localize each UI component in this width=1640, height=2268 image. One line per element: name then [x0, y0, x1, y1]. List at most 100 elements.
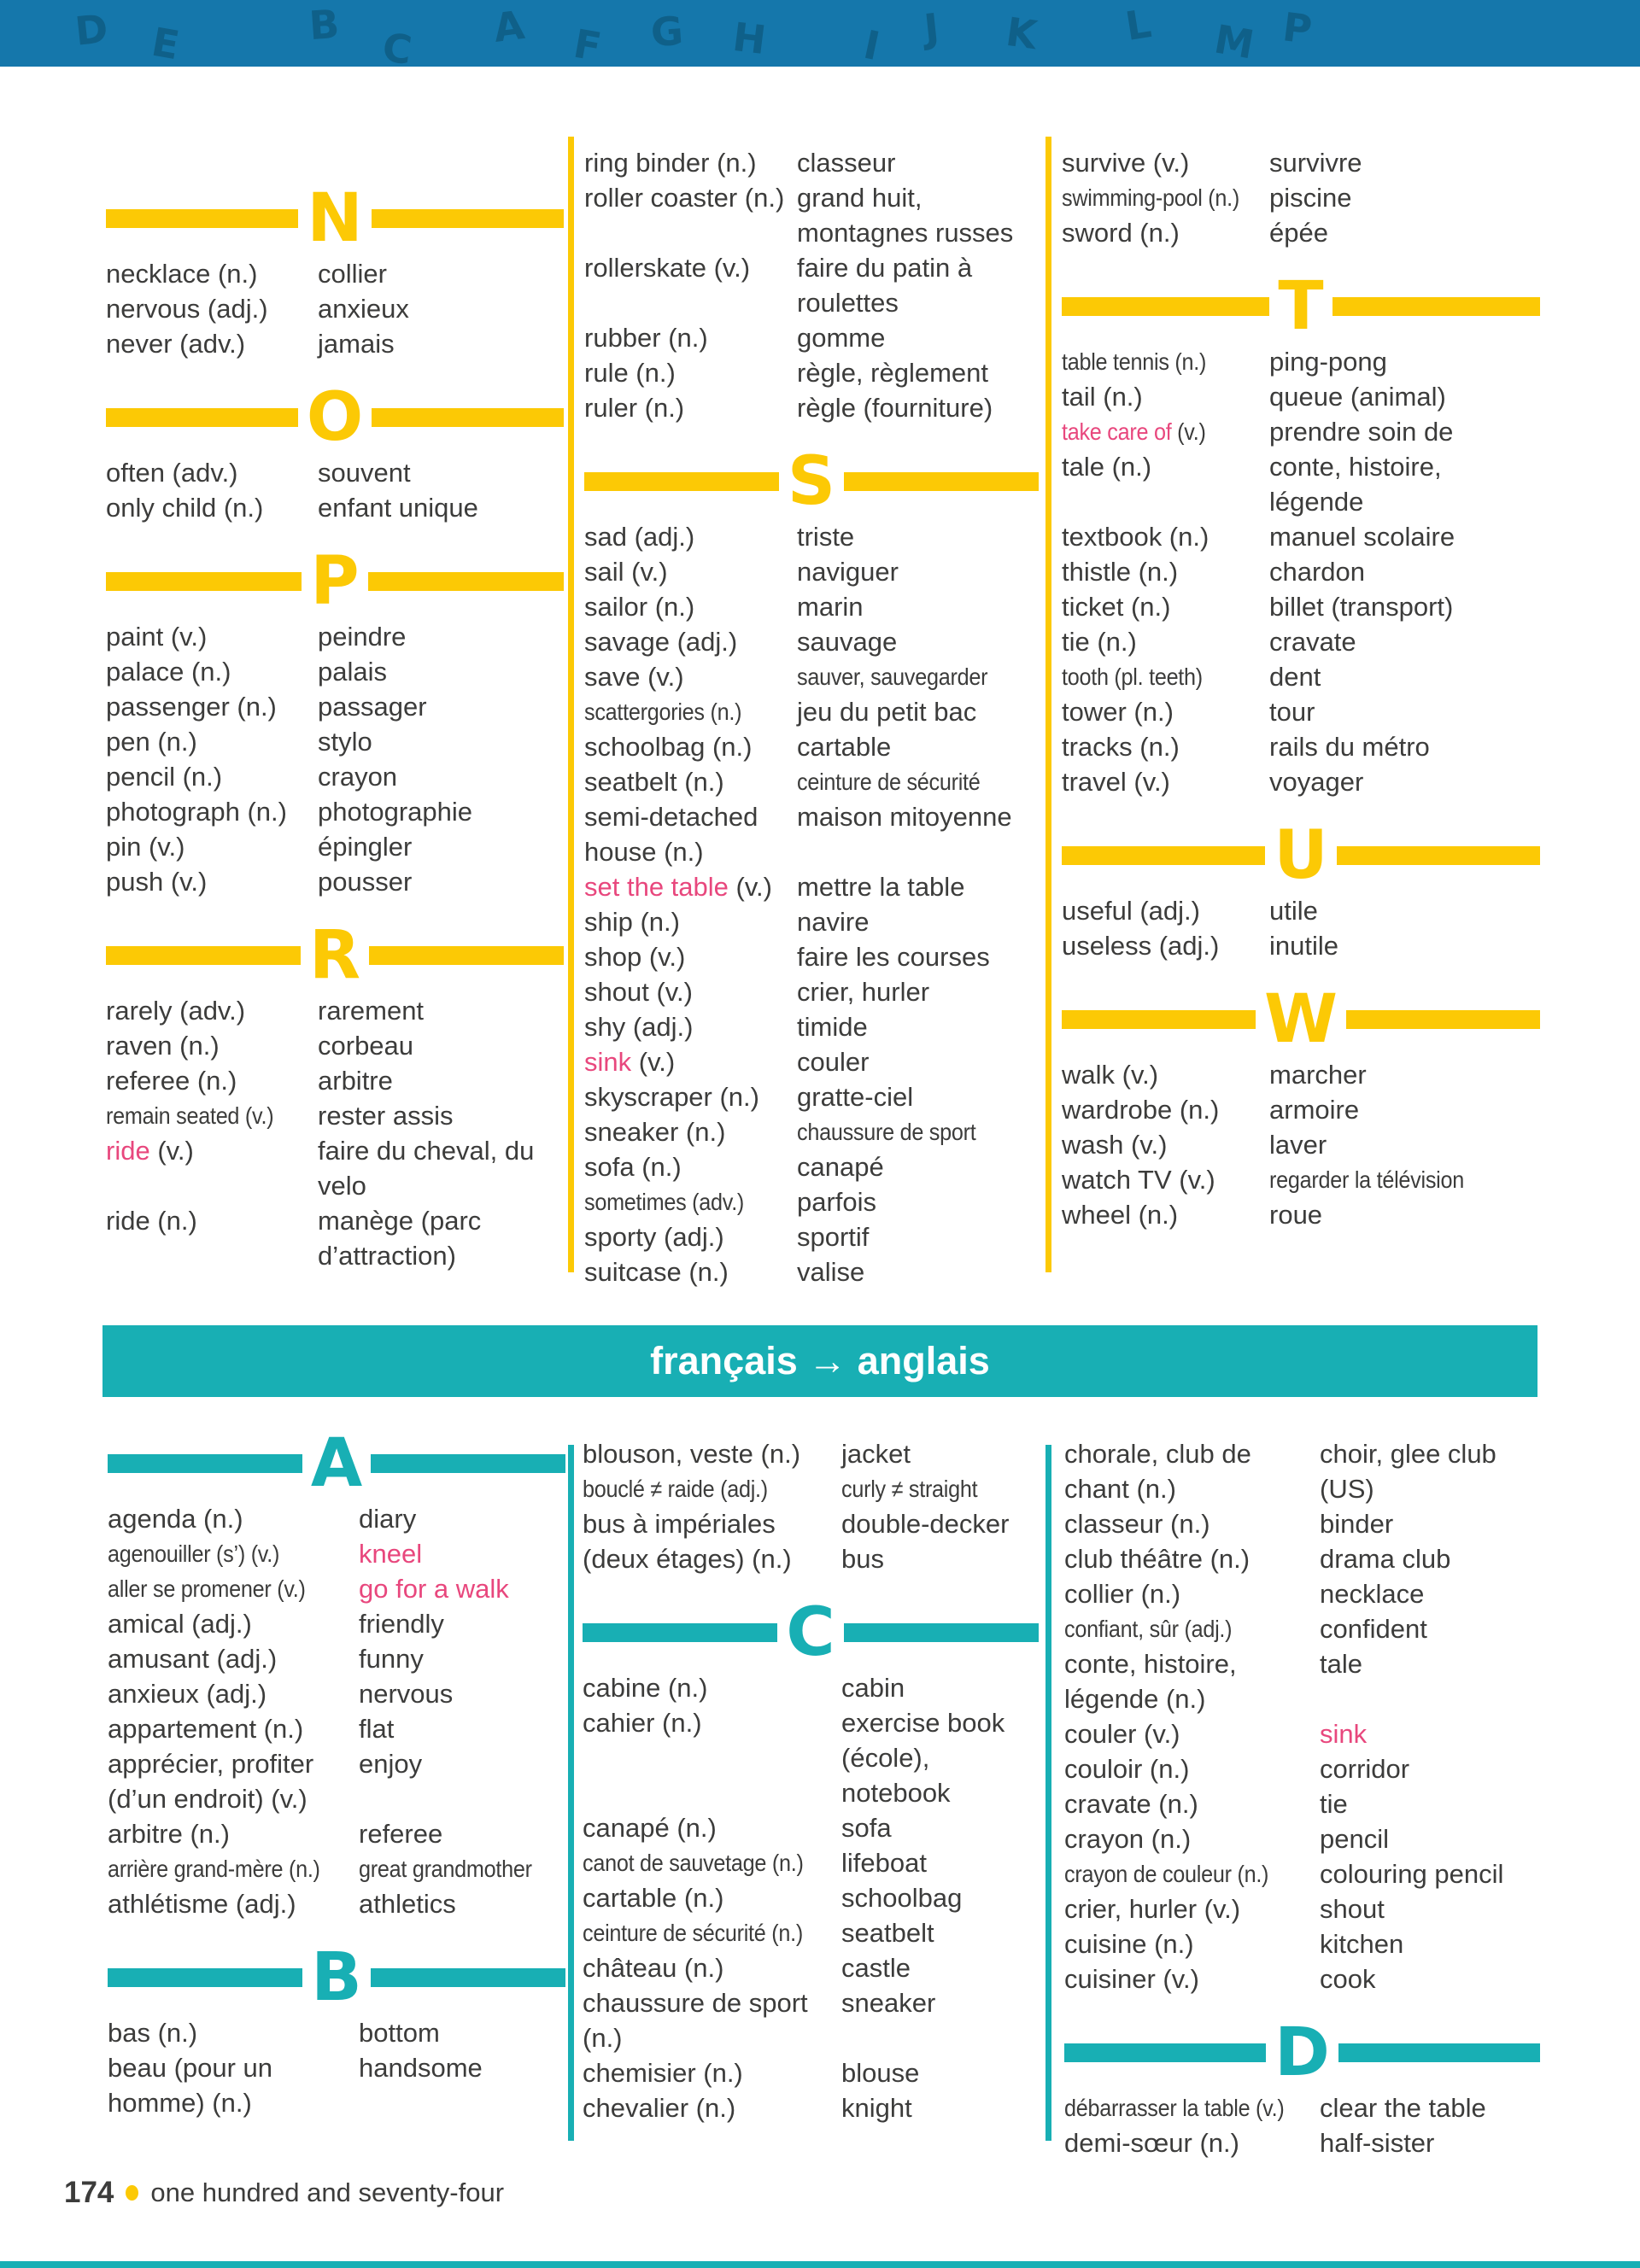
translation-cell: conte, histoire, légende	[1269, 452, 1442, 517]
term-cell: rule (n.)	[584, 358, 676, 388]
vocab-row: save (v.) sauver, sauvegarder	[584, 659, 1039, 694]
vocab-row: athlétisme (adj.) athletics	[108, 1886, 565, 1921]
vocab-row: wheel (n.) roue	[1062, 1197, 1540, 1232]
translation-cell: nervous	[359, 1679, 454, 1709]
term-cell: sneaker (n.)	[584, 1117, 726, 1147]
section-letter: O	[306, 379, 364, 456]
vocab-row: confiant, sûr (adj.) confident	[1064, 1611, 1540, 1646]
term-cell: take care of (v.)	[1062, 418, 1206, 445]
vocab-row: swimming-pool (n.) piscine	[1062, 180, 1540, 215]
section-bar	[108, 1454, 302, 1473]
term-cell: raven (n.)	[106, 1031, 220, 1061]
section-letter: T	[1278, 268, 1324, 345]
term-cell: rollerskate (v.)	[584, 253, 751, 283]
vocab-row: raven (n.) corbeau	[106, 1028, 564, 1063]
highlighted-word: take care of	[1062, 418, 1172, 445]
term-cell: tooth (pl. teeth)	[1062, 663, 1203, 690]
term-cell: tale (n.)	[1062, 452, 1152, 482]
translation-cell: couler	[797, 1047, 870, 1077]
translation-cell: collier	[318, 259, 387, 289]
section-bar	[367, 572, 565, 591]
vocab-row: canot de sauvetage (n.) lifeboat	[583, 1845, 1039, 1880]
translation-cell: ceinture de sécurité	[797, 769, 981, 795]
translation-cell: enfant unique	[318, 493, 478, 523]
term-cell: chevalier (n.)	[583, 2093, 736, 2123]
translation-cell: sofa	[841, 1813, 892, 1843]
translation-cell: voyager	[1269, 767, 1364, 797]
translation-cell: stylo	[318, 727, 372, 757]
bottom-edge-strip	[0, 2261, 1640, 2268]
vocab-row: amusant (adj.) funny	[108, 1641, 565, 1676]
term-cell: thistle (n.)	[1062, 557, 1179, 587]
vocab-row: passenger (n.) passager	[106, 689, 564, 724]
vocab-row: useless (adj.) inutile	[1062, 928, 1540, 963]
vocab-row: sometimes (adv.) parfois	[584, 1184, 1039, 1219]
term-cell: shout (v.)	[584, 977, 693, 1007]
translation-cell: faire les courses	[797, 942, 990, 972]
vocab-row: demi-sœur (n.) half-sister	[1064, 2125, 1540, 2160]
section-letter: U	[1274, 817, 1328, 894]
vocab-row: schoolbag (n.) cartable	[584, 729, 1039, 764]
term-cell: often (adv.)	[106, 458, 238, 488]
translation-cell: sauvage	[797, 627, 898, 657]
term-cell: cuisine (n.)	[1064, 1929, 1194, 1959]
section-bar	[1332, 297, 1540, 316]
translation-cell: knight	[841, 2093, 912, 2123]
vocab-row: couloir (n.) corridor	[1064, 1751, 1540, 1786]
vocab-row: canapé (n.) sofa	[583, 1810, 1039, 1845]
term-cell: seatbelt (n.)	[584, 767, 724, 797]
translation-cell: crayon	[318, 762, 398, 792]
section-bar	[108, 1968, 303, 1987]
bot-col3: chorale, club de chant (n.) choir, glee c…	[1064, 1402, 1540, 2160]
translation-cell: bottom	[359, 2018, 440, 2048]
translation-cell: schoolbag	[841, 1883, 963, 1913]
translation-cell: colouring pencil	[1320, 1859, 1504, 1889]
vocab-row: chevalier (n.) knight	[583, 2090, 1039, 2125]
term-cell: sporty (adj.)	[584, 1222, 724, 1252]
vocab-row: pen (n.) stylo	[106, 724, 564, 759]
section-bar	[106, 408, 298, 427]
banner-letter: D	[73, 5, 110, 55]
vocab-row: bus à impériales (deux étages) (n.) doubl…	[583, 1506, 1039, 1576]
vocab-row: scattergories (n.) jeu du petit bac	[584, 694, 1039, 729]
term-cell: conte, histoire, légende (n.)	[1064, 1649, 1237, 1714]
term-cell: canapé (n.)	[583, 1813, 717, 1843]
section-bar	[1062, 1010, 1256, 1029]
term-cell: only child (n.)	[106, 493, 264, 523]
vocab-row: only child (n.) enfant unique	[106, 490, 564, 525]
vocab-row: crayon (n.) pencil	[1064, 1821, 1540, 1856]
translation-cell: marin	[797, 592, 864, 622]
vocab-row: agenouiller (s’) (v.) kneel	[108, 1536, 565, 1571]
term-cell: nervous (adj.)	[106, 294, 268, 324]
translation-cell: corridor	[1320, 1754, 1410, 1784]
banner-letter: J	[922, 4, 941, 52]
translation-cell: great grandmother	[359, 1856, 532, 1882]
translation-cell: chardon	[1269, 557, 1366, 587]
term-cell: pin (v.)	[106, 832, 185, 862]
term-cell: tracks (n.)	[1062, 732, 1180, 762]
translation-cell: blouse	[841, 2058, 920, 2088]
term-cell: necklace (n.)	[106, 259, 258, 289]
translation-cell: roue	[1269, 1200, 1323, 1230]
term-cell: schoolbag (n.)	[584, 732, 753, 762]
vocab-row: ruler (n.) règle (fourniture)	[584, 390, 1039, 425]
translation-cell: manège (parc d’attraction)	[318, 1206, 482, 1271]
vocab-row: cartable (n.) schoolbag	[583, 1880, 1039, 1915]
vocab-row: wardrobe (n.) armoire	[1062, 1092, 1540, 1127]
top-col2: ring binder (n.) classeur roller coaster (…	[584, 67, 1039, 1289]
vocab-row: shout (v.) crier, hurler	[584, 974, 1039, 1009]
vocab-row: cuisiner (v.) cook	[1064, 1961, 1540, 1996]
term-cell: useless (adj.)	[1062, 931, 1220, 961]
translation-cell: binder	[1320, 1509, 1394, 1539]
section-letter: A	[310, 1425, 363, 1502]
vocab-row: thistle (n.) chardon	[1062, 554, 1540, 589]
translation-cell: palais	[318, 657, 387, 687]
term-cell: save (v.)	[584, 662, 684, 692]
vocab-row: referee (n.) arbitre	[106, 1063, 564, 1098]
term-cell: sometimes (adv.)	[584, 1189, 745, 1215]
translation-cell: arbitre	[318, 1066, 393, 1096]
term-cell: confiant, sûr (adj.)	[1064, 1616, 1233, 1642]
vocab-row: arrière grand-mère (n.) great grandmother	[108, 1851, 565, 1886]
term-cell: sink (v.)	[584, 1047, 676, 1077]
